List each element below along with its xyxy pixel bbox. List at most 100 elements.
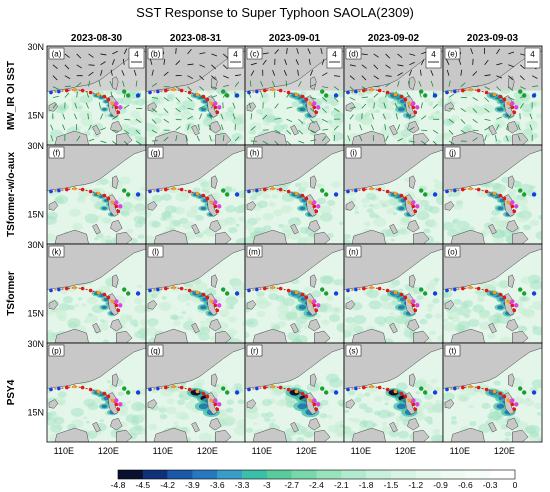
sst-cell	[352, 417, 360, 424]
sst-cell	[423, 98, 430, 103]
panel-i: (i)	[343, 144, 444, 245]
track-point	[148, 189, 152, 194]
track-marker-green	[320, 188, 325, 193]
panel-label: (q)	[151, 347, 161, 356]
sst-cell	[443, 392, 455, 401]
wind-vector	[472, 97, 479, 101]
cooling-core	[496, 403, 505, 409]
sst-cell	[55, 427, 61, 432]
panel-label: (f)	[53, 149, 61, 158]
lat-tick-label: 30N	[27, 42, 44, 52]
track-marker-magenta	[316, 105, 321, 110]
sst-cell	[210, 138, 216, 142]
wind-vector	[135, 118, 142, 123]
land-hainan	[246, 399, 257, 409]
sst-cell	[315, 183, 322, 188]
sst-cell	[261, 399, 272, 407]
track-point	[156, 287, 160, 292]
panel-label-box	[147, 146, 164, 159]
wind-vector	[123, 48, 128, 55]
track-point	[171, 186, 176, 191]
land-palawan	[389, 322, 398, 334]
track-point	[263, 286, 267, 291]
sst-cell	[47, 308, 55, 316]
wind-vector	[371, 113, 375, 120]
track-point	[247, 90, 251, 95]
sst-cell	[218, 414, 232, 424]
track-point	[314, 209, 319, 214]
column-header: 2023-09-01	[269, 33, 321, 44]
sst-cell	[344, 238, 351, 244]
panel-l: (l)	[145, 243, 246, 344]
track-point	[215, 308, 220, 313]
sst-cell	[354, 397, 362, 403]
wind-vector	[310, 118, 315, 124]
land-palawan	[92, 124, 101, 136]
land-visayas	[209, 120, 222, 134]
wind-vector	[333, 125, 339, 131]
sst-cell	[517, 307, 527, 314]
wind-vector	[418, 80, 422, 87]
wind-vector	[62, 113, 66, 120]
track-point	[407, 398, 412, 403]
sst-cell	[245, 427, 254, 433]
land-taiwan	[310, 175, 317, 189]
sst-cell	[187, 317, 193, 322]
track-marker-green	[125, 291, 131, 296]
track-point	[270, 285, 275, 290]
wind-vector	[310, 108, 316, 113]
land-palawan	[191, 322, 200, 334]
sst-cell	[271, 193, 279, 199]
sst-cell	[235, 207, 245, 214]
land-taiwan	[211, 274, 218, 288]
land-china	[245, 244, 344, 290]
track-marker-magenta	[312, 200, 317, 205]
wind-vector	[322, 86, 329, 89]
track-point	[476, 187, 481, 192]
wind-vector	[76, 91, 78, 98]
wind-vector	[87, 113, 89, 120]
sst-cell	[472, 304, 485, 313]
wind-vector	[519, 64, 526, 70]
sst-cell	[262, 212, 274, 221]
track-point	[179, 385, 184, 390]
sst-cell	[180, 413, 190, 421]
wind-vector	[322, 72, 328, 77]
sst-cell	[182, 221, 195, 230]
cooling-core	[397, 107, 405, 112]
sst-cell	[195, 232, 204, 238]
wind-vector	[50, 135, 54, 142]
wind-vector	[349, 97, 356, 101]
land-hainan	[48, 399, 59, 409]
track-marker-green	[521, 192, 527, 197]
wind-vector	[310, 97, 317, 100]
wind-vector	[484, 135, 487, 142]
wind-vector	[88, 53, 94, 58]
sst-cell	[256, 291, 265, 297]
land-taiwan	[409, 175, 416, 189]
track-point	[255, 386, 259, 391]
track-point	[354, 188, 358, 193]
wind-vector	[394, 102, 398, 109]
sst-cell	[365, 192, 377, 200]
sst-cell	[95, 233, 104, 239]
sst-cell	[453, 298, 462, 305]
wind-vector	[222, 64, 228, 70]
sst-cell	[425, 313, 433, 319]
land-visayas	[209, 219, 222, 233]
sst-cell	[331, 181, 341, 188]
track-point	[492, 290, 497, 295]
land-china	[146, 343, 245, 389]
wind-vector	[508, 51, 515, 55]
sst-cell	[306, 382, 320, 392]
land-mindanao	[512, 231, 529, 244]
sst-cell	[404, 177, 411, 182]
column-header: 2023-09-02	[368, 33, 420, 44]
sst-cell	[136, 284, 142, 289]
sst-cell	[47, 332, 54, 340]
sst-cell	[358, 403, 368, 410]
panel-label-box	[246, 47, 263, 60]
sst-cell	[119, 410, 128, 417]
sst-cell	[189, 397, 196, 403]
wind-vector	[361, 86, 368, 90]
